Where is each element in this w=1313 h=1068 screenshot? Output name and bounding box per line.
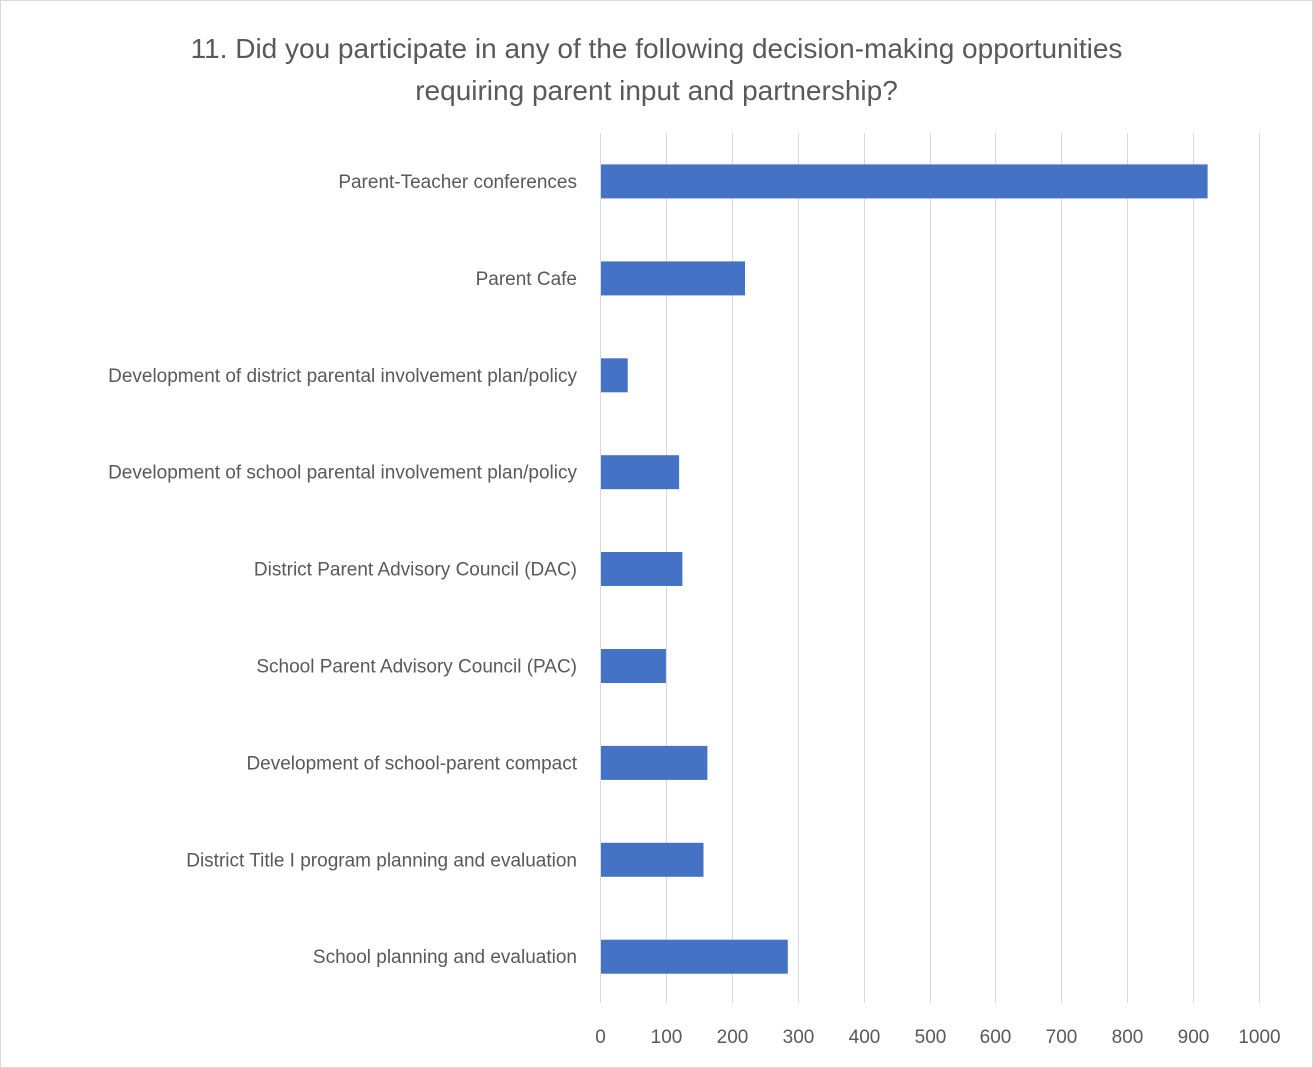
bar	[601, 745, 708, 780]
bar	[601, 552, 683, 586]
category-label: School Parent Advisory Council (PAC)	[256, 657, 577, 678]
bar	[601, 842, 704, 877]
x-tick-label: 100	[651, 1027, 683, 1048]
bar	[601, 261, 745, 296]
category-label: Development of school-parent compact	[246, 753, 577, 774]
x-tick-label: 0	[595, 1027, 606, 1048]
x-tick-label: 500	[915, 1027, 947, 1048]
bar	[601, 358, 628, 393]
x-tick-label: 200	[717, 1027, 749, 1048]
bar	[601, 939, 788, 974]
x-tick-label: 300	[783, 1027, 815, 1048]
bar	[601, 164, 1208, 199]
category-label: Development of district parental involve…	[108, 366, 577, 387]
category-label: Parent-Teacher conferences	[338, 172, 577, 193]
category-label: District Title I program planning and ev…	[186, 850, 577, 871]
category-label: Parent Cafe	[476, 269, 577, 290]
category-label: District Parent Advisory Council (DAC)	[254, 560, 577, 581]
x-tick-label: 1000	[1238, 1027, 1280, 1048]
x-tick-label: 900	[1178, 1027, 1210, 1048]
category-label: School planning and evaluation	[313, 947, 577, 968]
bar	[601, 455, 680, 490]
bar	[601, 649, 666, 683]
x-tick-label: 800	[1112, 1027, 1144, 1048]
x-tick-label: 700	[1046, 1027, 1078, 1048]
x-tick-label: 400	[849, 1027, 881, 1048]
category-label: Development of school parental involveme…	[108, 463, 577, 484]
x-tick-label: 600	[980, 1027, 1012, 1048]
chart-title: 11. Did you participate in any of the fo…	[190, 33, 1123, 106]
